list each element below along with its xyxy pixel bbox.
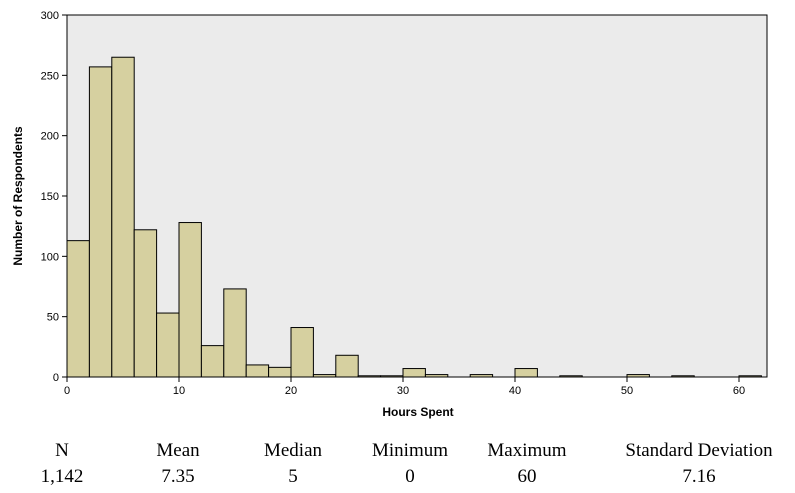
- stat-label: Maximum: [487, 440, 567, 461]
- stat-value: 5: [288, 466, 298, 487]
- x-tick-label: 0: [64, 385, 70, 397]
- histogram-bar: [133, 229, 158, 378]
- stat-value: 7.35: [161, 466, 195, 487]
- stat-n: N 1,142: [41, 438, 84, 490]
- x-tick-label: 10: [173, 385, 185, 397]
- x-tick-label: 50: [621, 385, 633, 397]
- y-tick-label: 250: [41, 70, 59, 82]
- stat-standard-deviation: Standard Deviation 7.16: [625, 438, 772, 490]
- y-axis: 0 50 100 150 200 250 300: [41, 10, 67, 384]
- stat-maximum: Maximum 60: [487, 438, 566, 490]
- y-tick-label: 100: [41, 251, 59, 263]
- histogram-bar: [357, 375, 382, 378]
- stat-value: 60: [517, 466, 537, 487]
- stat-median: Median 5: [264, 438, 322, 490]
- histogram-bar: [559, 375, 583, 378]
- stat-value: 0: [405, 466, 415, 487]
- histogram-bar: [200, 345, 225, 378]
- stat-value: 1,142: [40, 466, 84, 487]
- y-tick-label: 200: [41, 131, 59, 143]
- histogram-bar: [380, 375, 404, 378]
- x-axis: 0 10 20 30 40 50 60: [64, 377, 745, 397]
- x-tick-label: 20: [285, 385, 297, 397]
- y-tick-label: 150: [41, 191, 59, 203]
- histogram-bar: [88, 66, 113, 378]
- histogram-bar: [223, 288, 247, 378]
- y-tick-label: 300: [41, 10, 59, 22]
- stat-label: Standard Deviation: [625, 440, 773, 461]
- histogram-bar: [268, 366, 292, 378]
- x-tick-label: 40: [509, 385, 521, 397]
- histogram-bar: [178, 222, 202, 378]
- histogram-bar: [738, 375, 762, 378]
- histogram-bar: [290, 327, 314, 378]
- stat-label: Median: [263, 440, 323, 461]
- histogram-bar: [469, 374, 494, 378]
- y-tick-label: 0: [53, 372, 59, 384]
- y-tick-label: 50: [47, 312, 59, 324]
- histogram-bar: [66, 240, 90, 378]
- stat-value: 7.16: [682, 466, 716, 487]
- bars-group: [66, 56, 762, 378]
- histogram-bar: [671, 375, 695, 378]
- stat-label: N: [55, 440, 69, 461]
- histogram-chart: 0 10 20 30 40 50 60 0 50 100 150 200 250 300 Hours S…: [11, 10, 768, 419]
- stat-label: Minimum: [371, 440, 449, 461]
- stat-label: Mean: [156, 440, 200, 461]
- histogram-bar: [312, 374, 337, 378]
- y-axis-title: Number of Respondents: [11, 126, 25, 266]
- stat-mean: Mean 7.35: [156, 438, 199, 490]
- histogram-bar: [245, 364, 270, 378]
- histogram-bar: [514, 368, 538, 378]
- x-tick-label: 30: [397, 385, 409, 397]
- histogram-bar: [156, 312, 180, 378]
- stat-minimum: Minimum 0: [372, 438, 448, 490]
- x-tick-label: 60: [733, 385, 745, 397]
- histogram-bar: [424, 374, 449, 378]
- histogram-bar: [402, 368, 426, 378]
- histogram-bar: [335, 354, 359, 378]
- summary-statistics: N 1,142 Mean 7.35 Median 5 Minimum 0 Max…: [0, 438, 795, 493]
- x-axis-title: Hours Spent: [382, 405, 453, 419]
- histogram-bar: [111, 56, 135, 378]
- histogram-bar: [626, 374, 650, 378]
